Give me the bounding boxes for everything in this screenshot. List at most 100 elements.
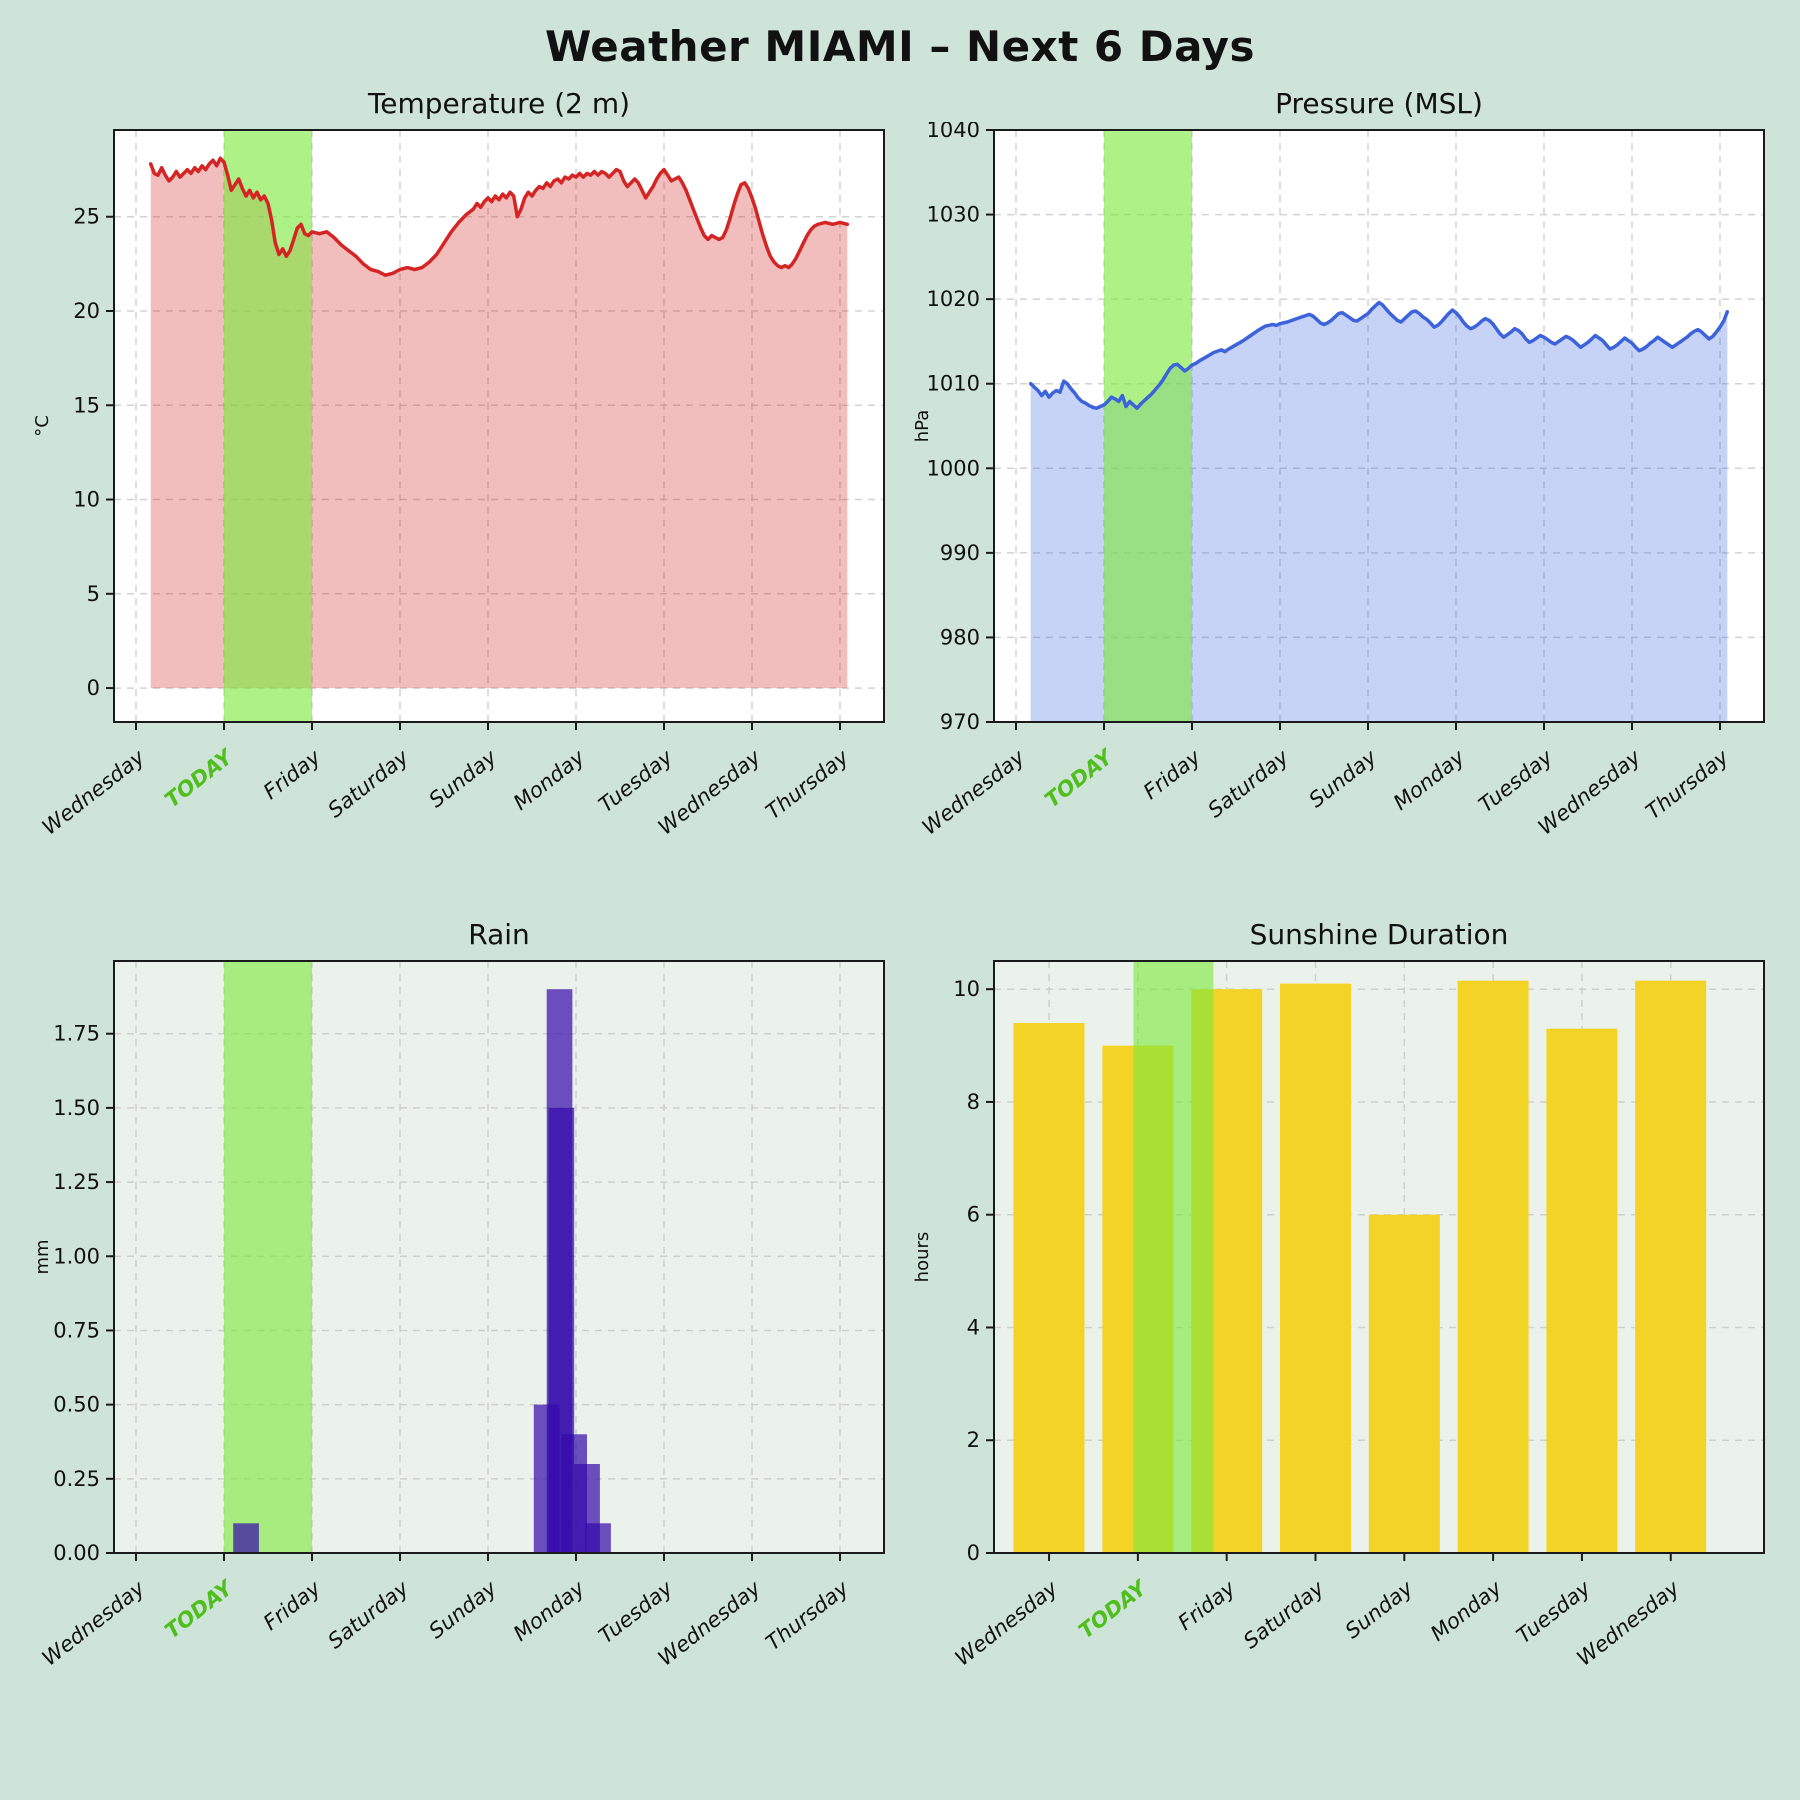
sunshine-panel: Sunshine Duration Wednesday TODAY Friday Sa… [900, 918, 1780, 1715]
y-tick-label: 1000 [927, 456, 980, 480]
y-tick-label: 0.25 [53, 1467, 100, 1491]
rain-panel: Rain Wednesday TODAY Friday Saturday Sunday M… [20, 918, 900, 1715]
x-tick-label: Thursday [761, 1576, 853, 1655]
y-tick-label: 4 [967, 1315, 980, 1339]
sunshine-bar [1013, 1023, 1085, 1553]
y-tick-label: 6 [967, 1203, 980, 1227]
rain-chart-title: Rain [468, 918, 530, 951]
x-tick-label: Monday [509, 1576, 590, 1646]
y-tick-label: 20 [73, 299, 100, 323]
x-tick-label: Friday [259, 745, 326, 804]
chart-grid: Temperature (2 m) Wednesday TODAY Friday Sa… [20, 87, 1780, 1715]
y-tick-label: 10 [73, 488, 100, 512]
x-tick-label: Saturday [1203, 745, 1293, 823]
x-tick-label: Monday [1389, 745, 1470, 815]
x-tick-label-today: TODAY [160, 744, 238, 812]
y-tick-label: 8 [967, 1090, 980, 1114]
sunshine-bar [1368, 1214, 1440, 1553]
y-tick-label: 1.50 [53, 1096, 100, 1120]
y-axis-label: °C [32, 415, 53, 437]
x-tick-label: Monday [1426, 1576, 1507, 1646]
figure-title: Weather MIAMI – Next 6 Days [544, 22, 1256, 71]
y-axis-label: mm [32, 1239, 53, 1274]
y-tick-label: 1020 [927, 287, 980, 311]
x-tick-label: Sunday [424, 745, 501, 813]
y-tick-label: 0.50 [53, 1393, 100, 1417]
gridlines [114, 130, 884, 722]
y-axis-label: hours [912, 1232, 933, 1283]
temperature-area [150, 158, 848, 689]
sunshine-bar [1457, 980, 1529, 1553]
axes-spines [993, 960, 1765, 1554]
x-tick-label: Wednesday [918, 745, 1030, 840]
x-tick-label-today: TODAY [1074, 1575, 1152, 1643]
x-tick-label: Tuesday [594, 745, 677, 818]
temperature-line [148, 156, 850, 277]
y-tick-label: 1030 [927, 203, 980, 227]
x-tick-label: Monday [509, 745, 590, 815]
rain-bar [233, 1523, 259, 1553]
y-tick-label: 0 [967, 1541, 980, 1565]
temperature-chart-title: Temperature (2 m) [367, 87, 631, 120]
today-band [1104, 130, 1192, 722]
x-tick-label: Friday [259, 1576, 326, 1635]
sunshine-bar [1546, 1028, 1618, 1553]
x-tick-label: Friday [1139, 745, 1206, 804]
x-tick-label: Sunday [424, 1576, 501, 1644]
y-tick-label: 15 [73, 393, 100, 417]
x-tick-label: Tuesday [1512, 1576, 1595, 1649]
rain-bars [233, 989, 611, 1553]
y-tick-label: 0 [87, 676, 100, 700]
y-tick-label: 10 [953, 977, 980, 1001]
x-tick-label: Tuesday [1474, 745, 1557, 818]
x-tick-label: Saturday [323, 1576, 413, 1654]
y-tick-label: 1010 [927, 372, 980, 396]
pressure-area [1030, 302, 1728, 722]
sunshine-chart-title: Sunshine Duration [1249, 918, 1509, 951]
x-tick-label: Wednesday [38, 745, 150, 840]
y-axis-label: hPa [912, 410, 933, 442]
today-band [1133, 961, 1214, 1553]
pressure-chart-title: Pressure (MSL) [1275, 87, 1483, 120]
y-tick-label: 5 [87, 582, 100, 606]
x-tick-label: Sunday [1304, 745, 1381, 813]
sunshine-bar [1280, 983, 1351, 1553]
x-tick-label: Thursday [1641, 745, 1733, 824]
y-tick-label: 1.75 [53, 1022, 100, 1046]
y-tick-label: 0.75 [53, 1318, 100, 1342]
x-tick-label: Saturday [323, 745, 413, 823]
x-tick-label: Wednesday [951, 1576, 1063, 1671]
y-tick-label: 1.25 [53, 1170, 100, 1194]
temperature-panel: Temperature (2 m) Wednesday TODAY Friday Sa… [20, 87, 900, 884]
x-tick-label: Saturday [1239, 1576, 1329, 1654]
sunshine-bar [1635, 980, 1707, 1553]
sunshine-bars [1013, 980, 1707, 1553]
pressure-line [1028, 300, 1730, 410]
y-tick-label: 1.00 [53, 1244, 100, 1268]
x-tick-label: Friday [1174, 1576, 1241, 1635]
x-tick-label: Thursday [761, 745, 853, 824]
sunshine-chart: Wednesday TODAY Friday Saturday Sunday Monday… [912, 960, 1765, 1671]
pressure-panel: Pressure (MSL) Wednesday TODAY Friday Satur… [900, 87, 1780, 884]
x-tick-label-today: TODAY [160, 1575, 238, 1643]
x-tick-label: Sunday [1341, 1576, 1418, 1644]
today-band [224, 130, 312, 722]
y-tick-label: 0.00 [53, 1541, 100, 1565]
x-tick-label: Tuesday [594, 1576, 677, 1649]
y-tick-label: 970 [940, 710, 980, 734]
x-tick-label-today: TODAY [1040, 744, 1118, 812]
today-band [224, 961, 312, 1553]
y-tick-label: 980 [940, 625, 980, 649]
axes-spines [993, 129, 1765, 723]
y-tick-label: 2 [967, 1428, 980, 1452]
y-tick-label: 1040 [927, 122, 980, 142]
axes-spines [113, 129, 885, 723]
y-tick-label: 990 [940, 541, 980, 565]
x-tick-label: Wednesday [38, 1576, 150, 1671]
rain-bar [585, 1523, 611, 1553]
y-tick-label: 25 [73, 205, 100, 229]
